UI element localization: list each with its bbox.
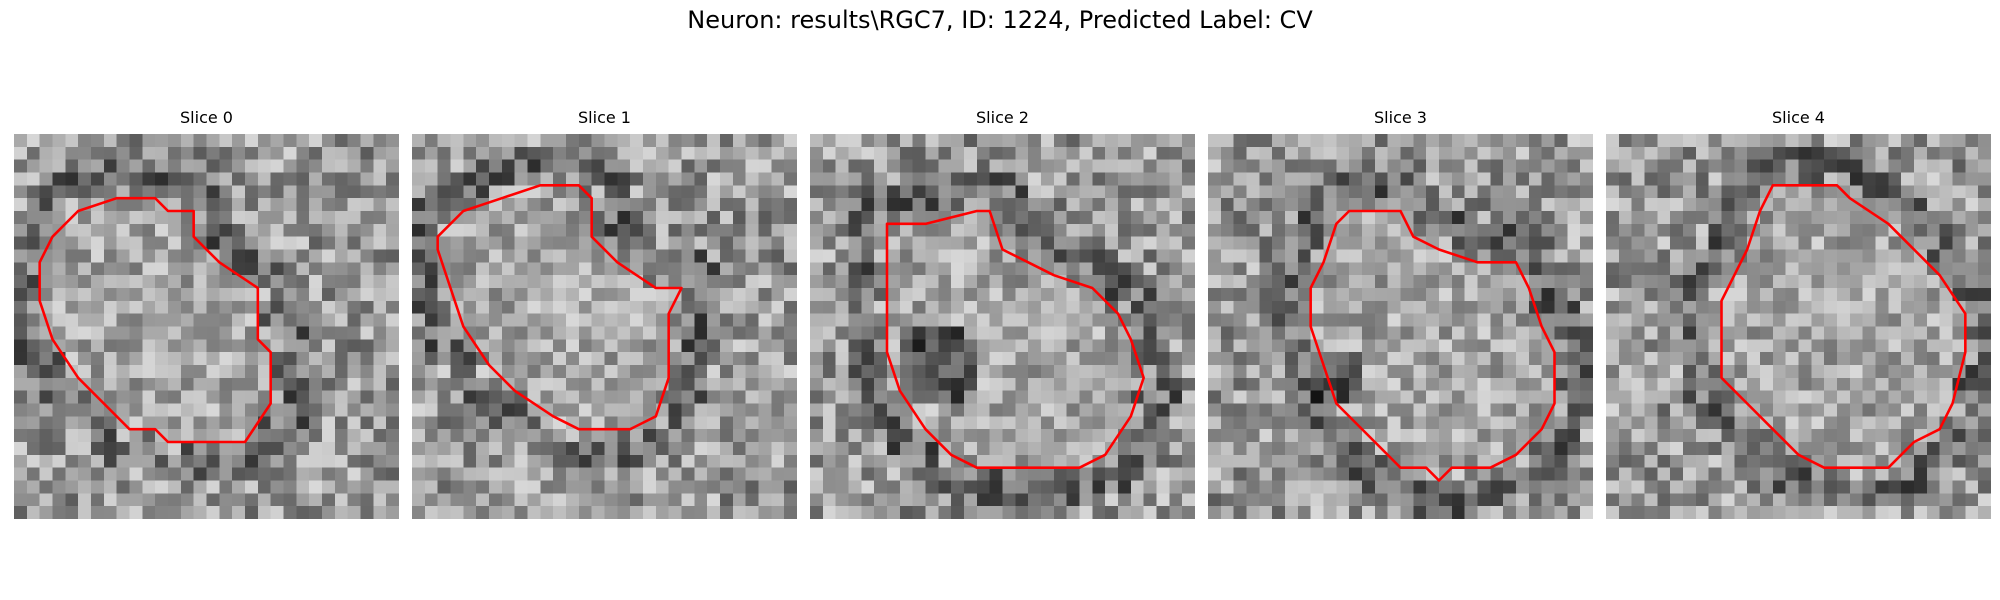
- pixel-grid: [14, 134, 399, 519]
- contour-outline: [1720, 184, 1967, 469]
- contour-outline: [1309, 209, 1556, 482]
- slice-title: Slice 0: [180, 108, 233, 127]
- pixel-grid: [1208, 134, 1593, 519]
- slice-image: [1606, 134, 1991, 519]
- pixel-grid: [1606, 134, 1991, 519]
- slice-title: Slice 1: [578, 108, 631, 127]
- slice-image: [1208, 134, 1593, 519]
- slice-title: Slice 4: [1772, 108, 1825, 127]
- contour-outline: [38, 196, 272, 444]
- figure-title: Neuron: results\RGC7, ID: 1224, Predicte…: [687, 6, 1313, 34]
- pixel-grid: [810, 134, 1195, 519]
- slice-image: [412, 134, 797, 519]
- slice-title: Slice 3: [1374, 108, 1427, 127]
- contour-outline: [885, 209, 1145, 469]
- slice-title: Slice 2: [976, 108, 1029, 127]
- slice-image: [810, 134, 1195, 519]
- contour-outline: [436, 184, 683, 431]
- slice-image: [14, 134, 399, 519]
- pixel-grid: [412, 134, 797, 519]
